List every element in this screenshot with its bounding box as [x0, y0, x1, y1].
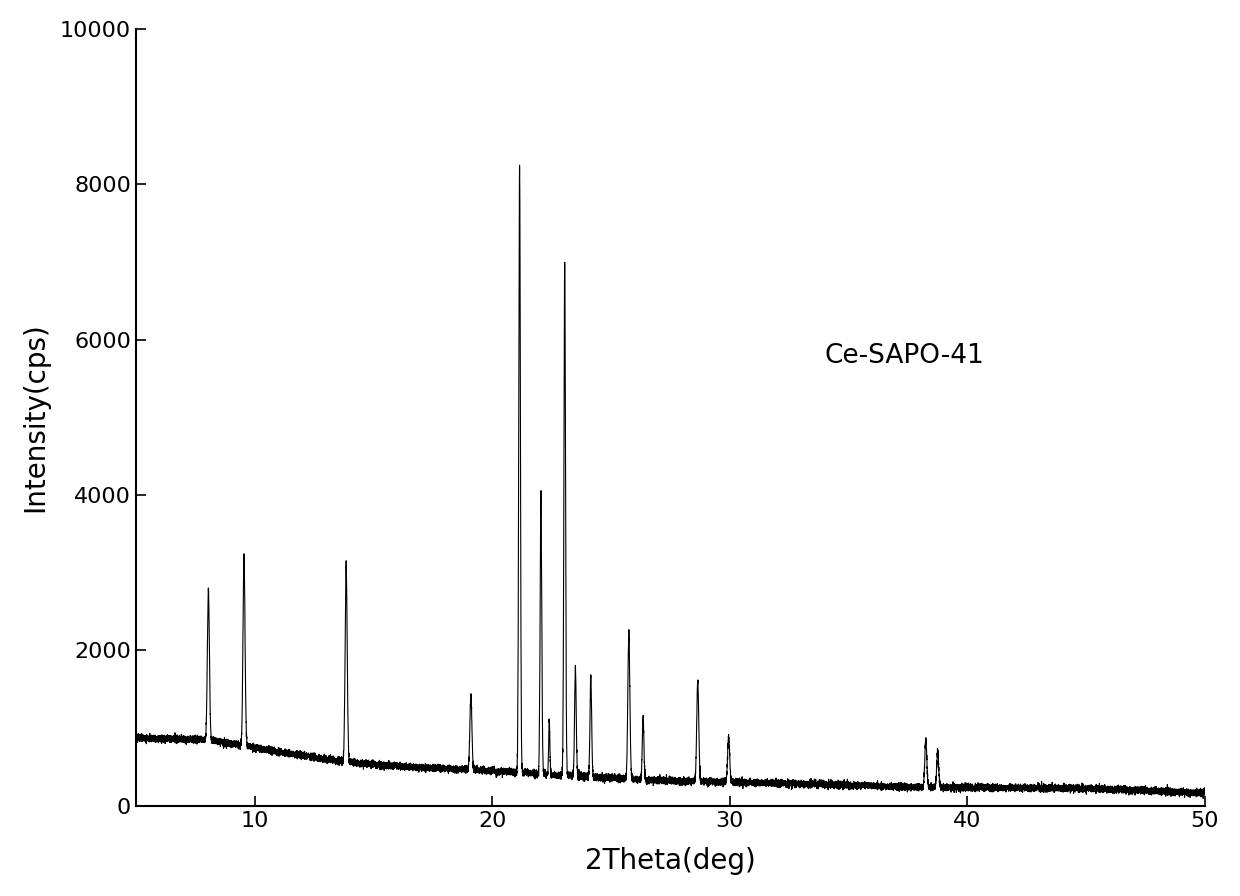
- Text: Ce-SAPO-41: Ce-SAPO-41: [825, 343, 985, 369]
- X-axis label: 2Theta(deg): 2Theta(deg): [585, 847, 756, 875]
- Y-axis label: Intensity(cps): Intensity(cps): [21, 323, 48, 513]
